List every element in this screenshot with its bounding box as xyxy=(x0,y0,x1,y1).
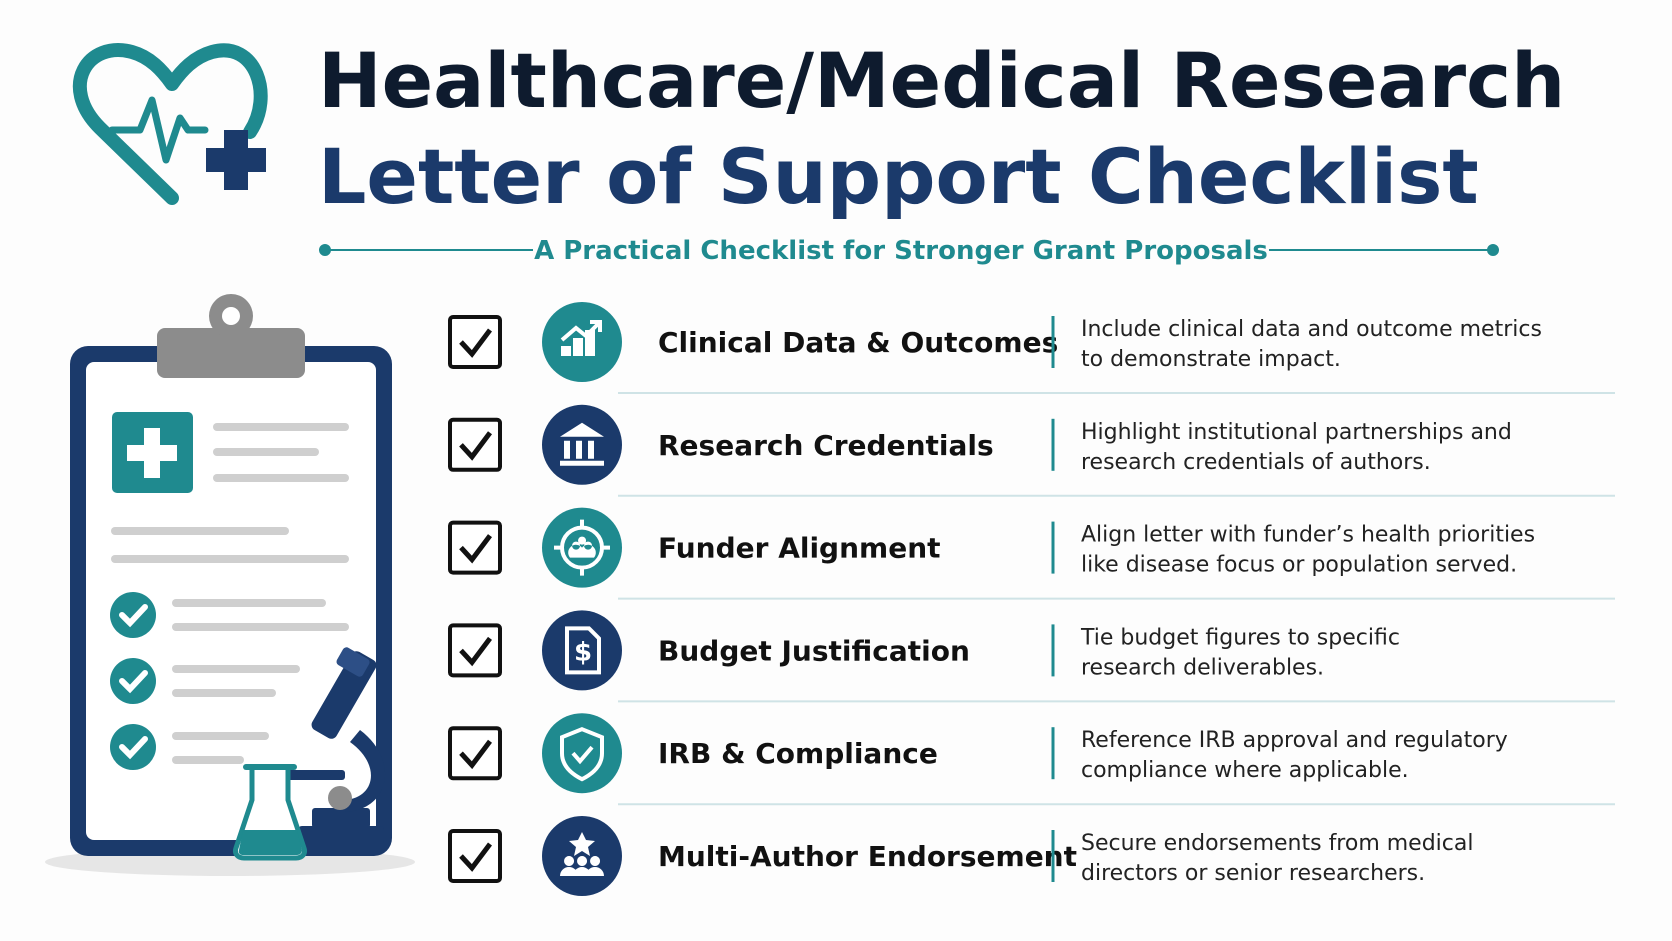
icon-ticks xyxy=(554,519,610,576)
icon-people xyxy=(568,536,596,558)
icon xyxy=(554,519,610,576)
icon xyxy=(560,727,604,782)
item-description: Include clinical data and outcome metric… xyxy=(1081,317,1542,342)
icon-dollar: $ xyxy=(574,637,592,667)
checkmark xyxy=(459,842,492,872)
item-description: like disease focus or population served. xyxy=(1081,553,1517,578)
item-description: compliance where applicable. xyxy=(1081,758,1409,783)
subtitle: A Practical Checklist for Stronger Grant… xyxy=(534,236,1268,266)
icon-bar xyxy=(561,346,571,356)
item-title: IRB & Compliance xyxy=(658,737,938,770)
item-description: research credentials of authors. xyxy=(1081,450,1431,475)
checkbox xyxy=(448,726,502,781)
item-description: Tie budget figures to specific xyxy=(1080,625,1400,650)
checkbox xyxy=(448,829,502,883)
checklist-row: IRB & Compliance Reference IRB approval a… xyxy=(448,713,1615,806)
icon-shield xyxy=(560,727,604,782)
checkbox xyxy=(448,417,502,472)
icon xyxy=(560,422,604,466)
icon xyxy=(560,320,602,356)
title-line-1: Healthcare/Medical Research xyxy=(318,36,1565,125)
icon-doc xyxy=(565,626,601,675)
title-line-2: Letter of Support Checklist xyxy=(318,132,1479,221)
clipboard-illustration xyxy=(45,294,415,876)
checkmark xyxy=(459,534,492,564)
icon xyxy=(560,832,604,876)
icon: $ xyxy=(565,626,601,675)
checkmark xyxy=(459,328,492,358)
heart-logo xyxy=(72,43,268,205)
item-description: to demonstrate impact. xyxy=(1081,347,1341,372)
checkmark xyxy=(459,636,492,667)
checklist-row: Research Credentials Highlight institutio… xyxy=(448,404,1615,497)
item-title: Research Credentials xyxy=(658,429,994,462)
icon-circle xyxy=(542,713,622,794)
item-title: Budget Justification xyxy=(658,634,970,667)
item-description: research deliverables. xyxy=(1081,655,1324,680)
icon-arrow xyxy=(560,320,602,342)
checklist-row: $ Budget Justification Tie budget figures … xyxy=(448,610,1615,703)
icon-bar xyxy=(585,330,595,356)
icon-check xyxy=(571,745,594,765)
checklist-row: Multi-Author Endorsement Secure endorseme… xyxy=(448,816,1474,896)
checkbox xyxy=(448,520,502,575)
item-title: Multi-Author Endorsement xyxy=(658,840,1077,873)
item-title: Funder Alignment xyxy=(658,532,941,565)
item-description: Secure endorsements from medical xyxy=(1081,831,1474,856)
item-description: Reference IRB approval and regulatory xyxy=(1081,728,1508,753)
icon-bar xyxy=(573,338,583,356)
item-description: Align letter with funder’s health priori… xyxy=(1081,523,1535,548)
checkbox xyxy=(448,623,502,678)
checkmark xyxy=(459,739,492,770)
item-description: directors or senior researchers. xyxy=(1081,861,1425,886)
icon-group xyxy=(560,832,604,876)
item-description: Highlight institutional partnerships and xyxy=(1081,420,1512,445)
checklist-row: Clinical Data & Outcomes Include clinical… xyxy=(448,302,1615,394)
checklist-row: Funder Alignment Align letter with funder… xyxy=(448,507,1615,600)
item-title: Clinical Data & Outcomes xyxy=(658,326,1058,359)
checkbox xyxy=(448,315,502,369)
icon-circle xyxy=(542,610,622,691)
checkmark xyxy=(459,431,492,461)
icon-bank xyxy=(560,422,604,466)
subtitle-rule xyxy=(319,244,1499,256)
